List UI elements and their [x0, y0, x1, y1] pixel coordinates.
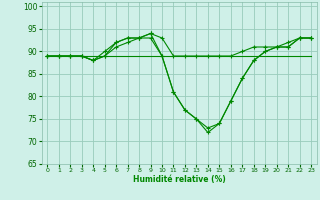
- X-axis label: Humidité relative (%): Humidité relative (%): [133, 175, 226, 184]
